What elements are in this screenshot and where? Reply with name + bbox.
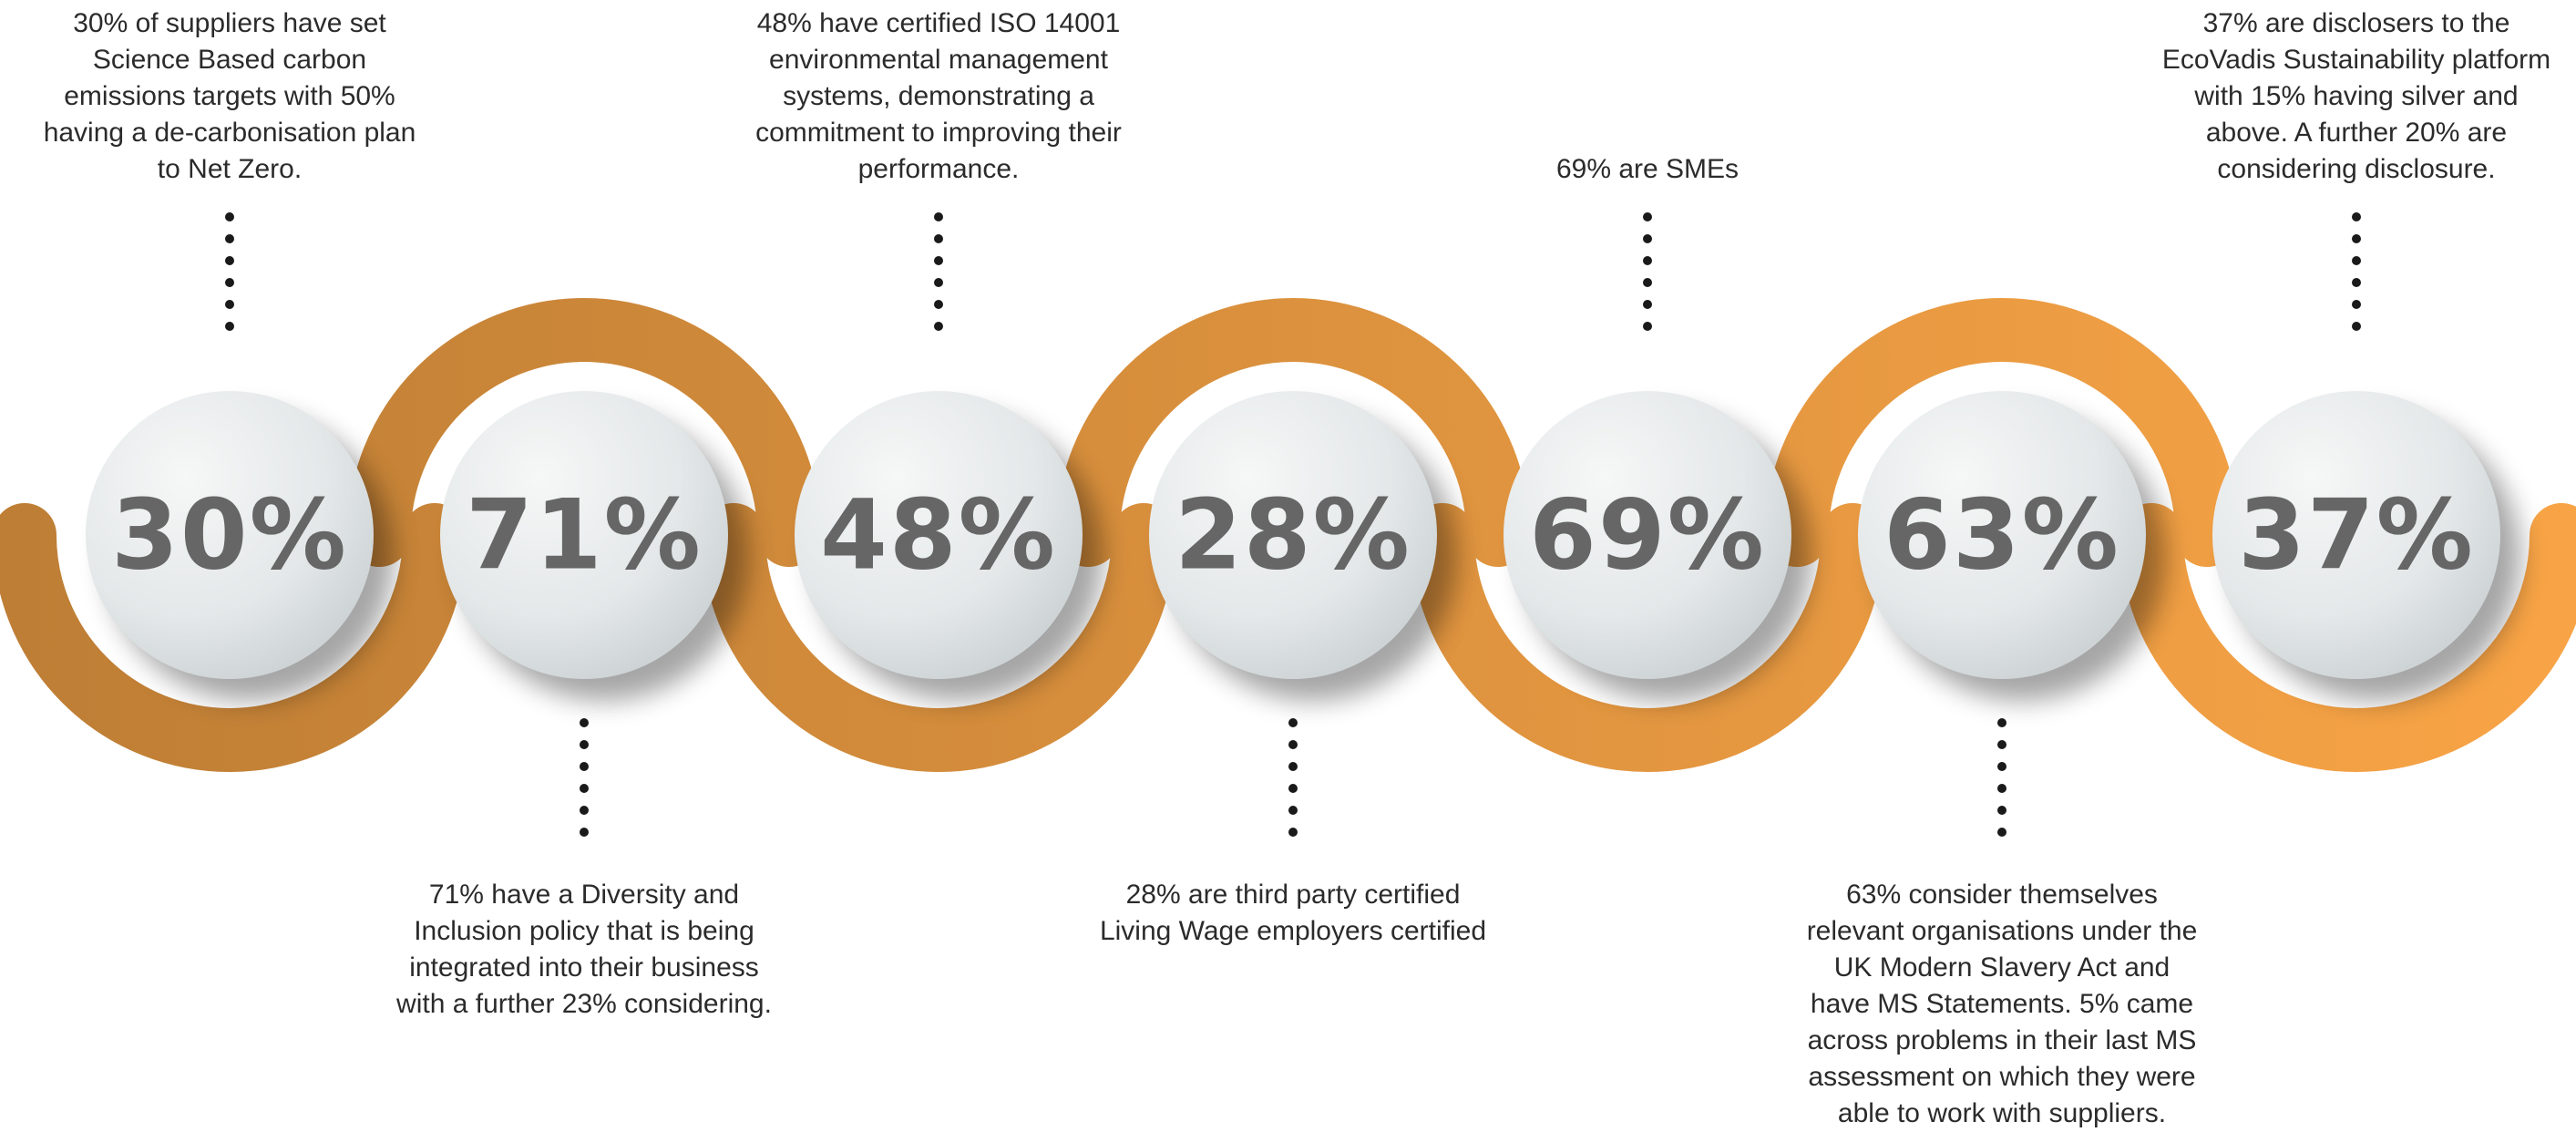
connector-dot [225, 212, 234, 221]
circle-disc [1504, 391, 1791, 679]
connector-dot [934, 278, 943, 287]
connector-dot [2352, 278, 2361, 287]
connector-dot [1997, 718, 2006, 727]
connector-dot [1643, 234, 1652, 243]
stat-value: 63% [1883, 479, 2120, 592]
connector-dot [1997, 806, 2006, 815]
connector-dot [1288, 806, 1298, 815]
ribbon-segment [2119, 503, 2576, 772]
connector-dot [580, 762, 589, 771]
connector-dot [934, 234, 943, 243]
stat-circle: 48% [795, 391, 1103, 701]
connector-dot [1288, 740, 1298, 749]
connector-dot [1288, 718, 1298, 727]
connector-dot [1643, 322, 1652, 331]
connector-dot [1643, 300, 1652, 309]
ribbon-segment [702, 503, 1175, 772]
connector-dot [1997, 828, 2006, 837]
stat-caption: 71% have a Diversity and Inclusion polic… [396, 880, 772, 1019]
connector-dot [2352, 300, 2361, 309]
connector-dot [2352, 256, 2361, 265]
stat-value: 48% [820, 479, 1057, 592]
stat-circle: 63% [1858, 391, 2166, 701]
circle-disc [2212, 391, 2500, 679]
stat-circle: 30% [86, 391, 394, 701]
connector-dot [2352, 234, 2361, 243]
connector-dot [580, 718, 589, 727]
stat-caption: 63% consider themselves relevant organis… [1806, 880, 2198, 1128]
connector-dot [580, 740, 589, 749]
circle-disc [795, 391, 1083, 679]
stat-caption: 28% are third party certified Living Wag… [1099, 880, 1487, 946]
connector-dot [1997, 740, 2006, 749]
connector-dot [1997, 784, 2006, 793]
connector-dot [1288, 784, 1298, 793]
stat-value: 71% [466, 479, 703, 592]
ribbon-segment [1411, 503, 1884, 772]
circle-disc [1149, 391, 1437, 679]
connector-dot [225, 322, 234, 331]
ribbon-segment [0, 503, 467, 772]
stat-caption: 37% are disclosers to the EcoVadis Susta… [2161, 8, 2551, 184]
connector-dot [1288, 762, 1298, 771]
stat-value: 28% [1175, 479, 1411, 592]
connector-dot [934, 212, 943, 221]
circle-disc [1858, 391, 2146, 679]
connector-dot [2352, 212, 2361, 221]
connector-dot [1997, 762, 2006, 771]
connector-dot [1643, 212, 1652, 221]
connector-dot [934, 322, 943, 331]
stat-caption: 69% are SMEs [1555, 154, 1740, 184]
stat-circle: 69% [1504, 391, 1811, 701]
connector-dot [225, 278, 234, 287]
connector-dot [580, 806, 589, 815]
ribbon-segment [1765, 298, 2239, 567]
ribbon-segment [347, 298, 821, 567]
stat-value: 37% [2238, 479, 2475, 592]
stat-caption: 48% have certified ISO 14001 environment… [755, 8, 1122, 184]
ribbon-segment [1056, 298, 1530, 567]
connector-dot [580, 784, 589, 793]
connector-dot [934, 300, 943, 309]
stat-caption: 30% of suppliers have set Science Based … [43, 8, 416, 184]
circle-disc [86, 391, 374, 679]
connector-dot [1643, 256, 1652, 265]
circle-disc [440, 391, 728, 679]
stat-circle: 71% [440, 391, 748, 701]
connector-dot [225, 234, 234, 243]
connector-dot [1643, 278, 1652, 287]
stat-circle: 28% [1149, 391, 1457, 701]
connector-dot [225, 256, 234, 265]
connector-dot [225, 300, 234, 309]
stat-value: 69% [1529, 479, 1766, 592]
stat-circle: 37% [2212, 391, 2520, 701]
connector-dot [934, 256, 943, 265]
stat-value: 30% [111, 479, 348, 592]
connector-dot [580, 828, 589, 837]
connector-dot [2352, 322, 2361, 331]
connector-dot [1288, 828, 1298, 837]
